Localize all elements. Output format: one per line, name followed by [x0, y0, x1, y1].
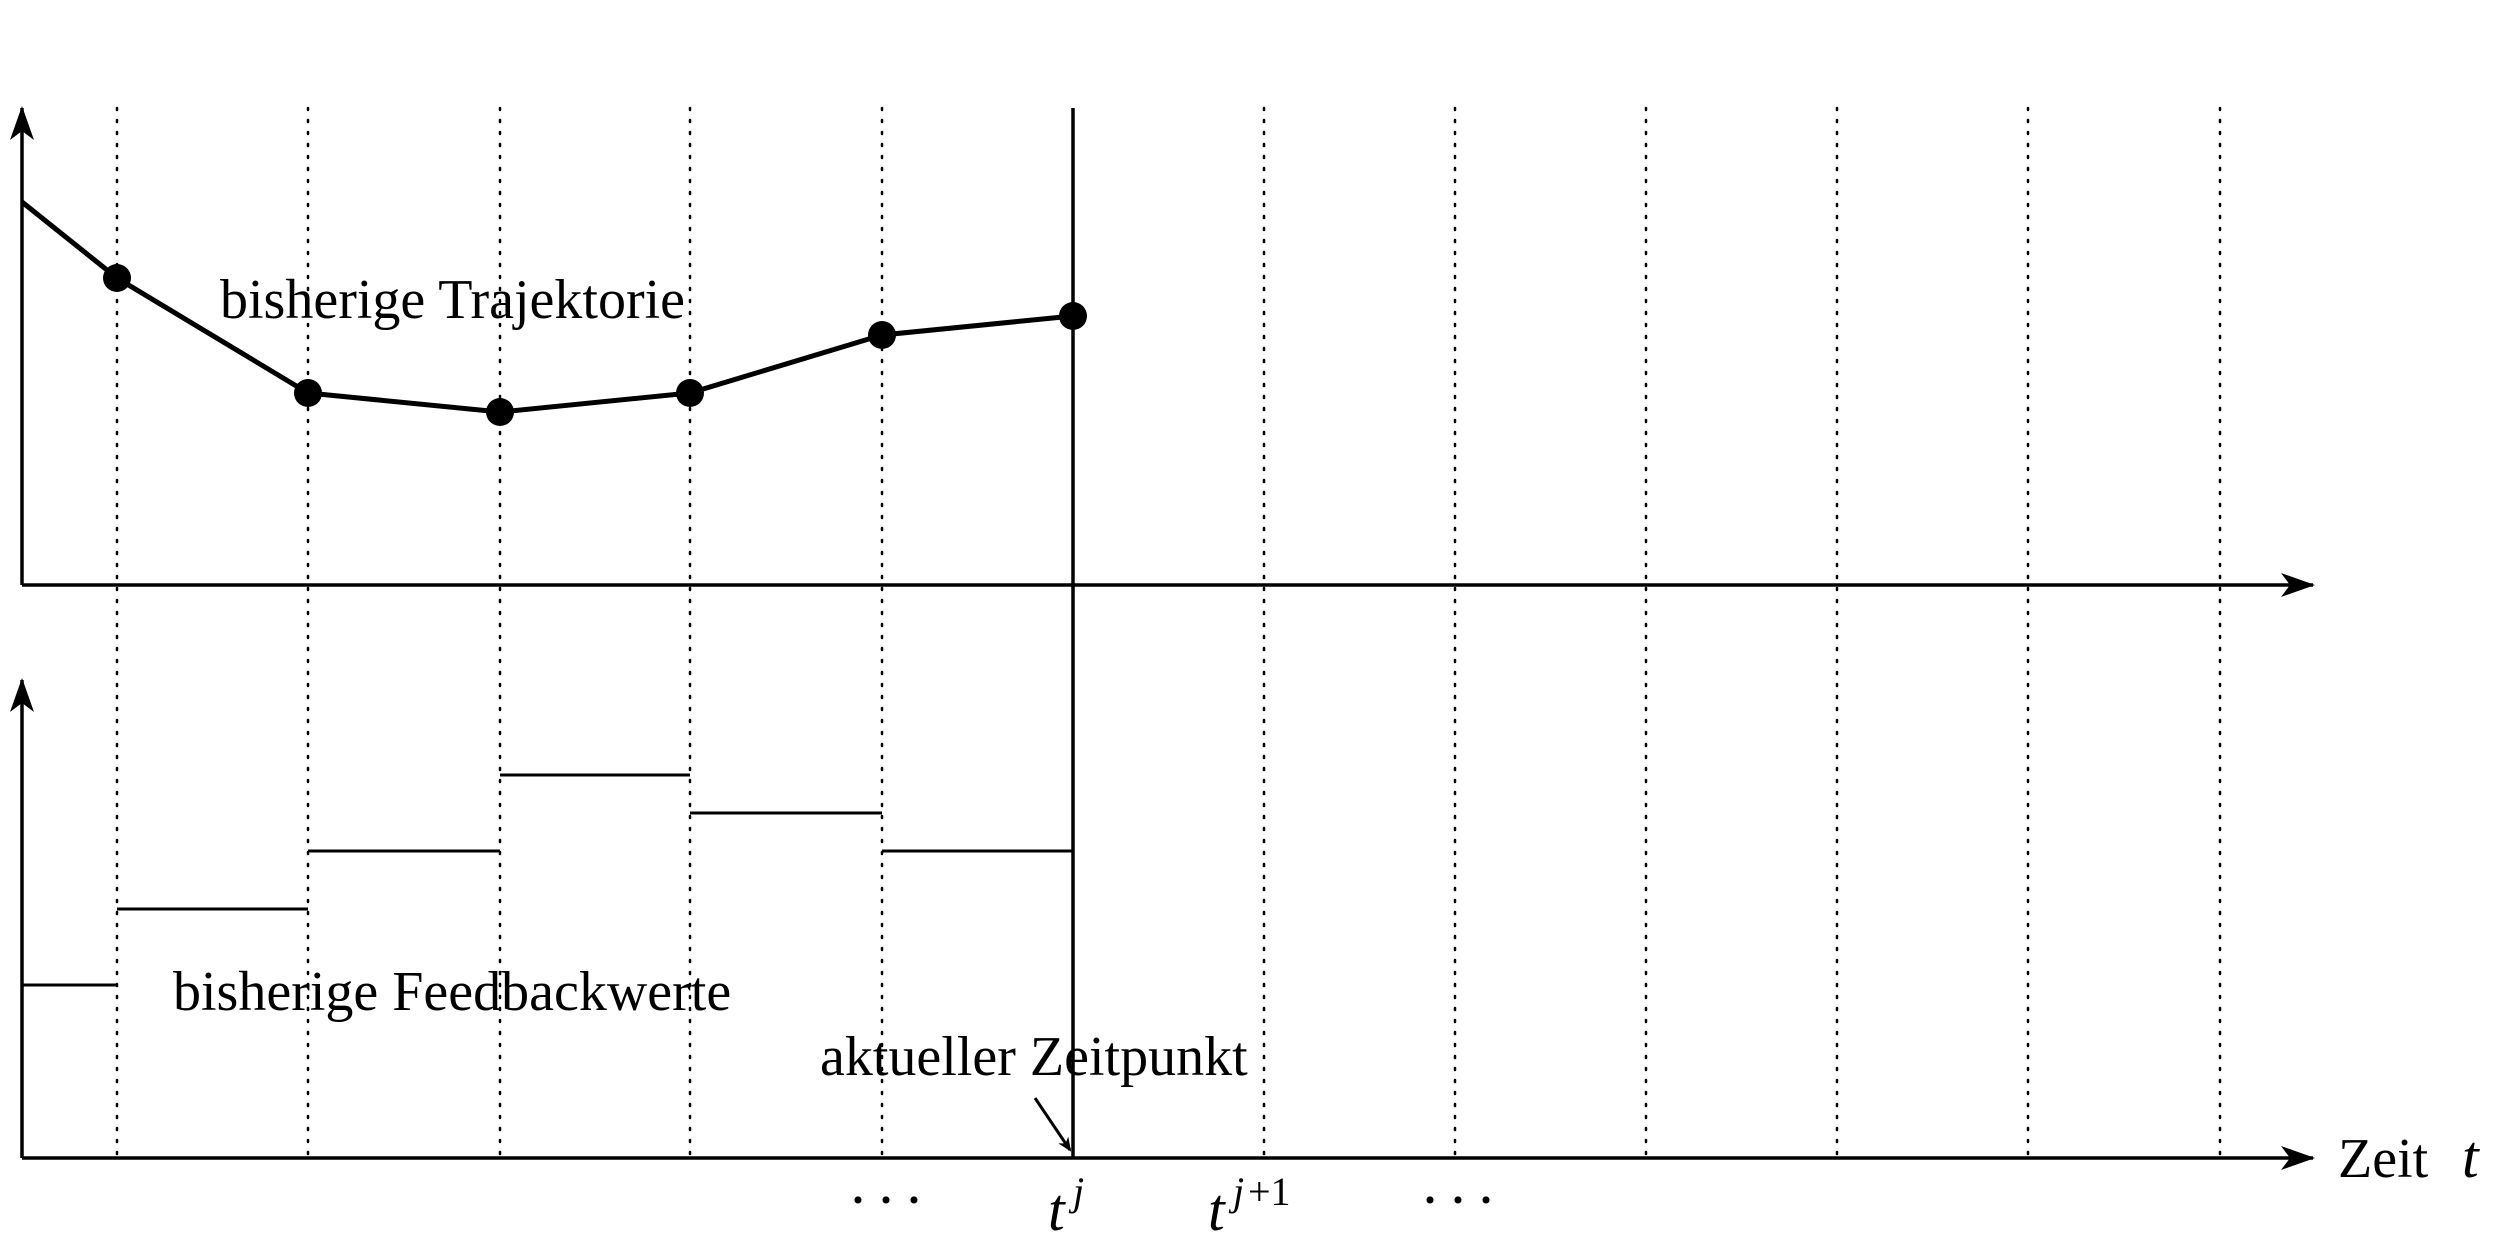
trajectory-points: [103, 264, 1087, 426]
tick-tj1-base: t: [1208, 1177, 1226, 1243]
trajectory-point: [294, 379, 322, 407]
time-axis-word: Zeit: [2338, 1128, 2429, 1190]
trajectory-point: [1059, 302, 1087, 330]
current-time-pointer: [1033, 1097, 1072, 1152]
trajectory-point: [868, 321, 896, 349]
trajectory-point: [103, 264, 131, 292]
trajectory-point: [676, 379, 704, 407]
tick-tj-base: t: [1048, 1177, 1066, 1243]
current-time-label: aktueller Zeitpunkt: [820, 1026, 1248, 1088]
tick-tj1-sup-j: j: [1228, 1169, 1244, 1214]
tick-tj-sup: j: [1068, 1169, 1084, 1214]
trajectory-point: [486, 398, 514, 426]
ellipsis-left: ···: [848, 1167, 932, 1233]
tick-label-tj1: t j +1: [1208, 1169, 1291, 1243]
tick-tj1-sup-rest: +1: [1248, 1169, 1291, 1214]
tick-label-tj: t j: [1048, 1169, 1084, 1243]
feedback-steps: [22, 773, 1073, 987]
trajectory-label: bisherige Trajektorie: [220, 269, 685, 331]
feedback-label: bisherige Feedbackwerte: [173, 961, 731, 1023]
ellipsis-right: ···: [1420, 1167, 1504, 1233]
time-axis-symbol: t: [2462, 1124, 2480, 1190]
